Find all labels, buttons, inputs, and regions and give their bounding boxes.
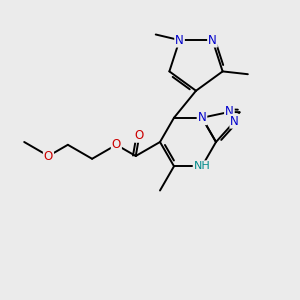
Text: N: N <box>208 34 217 46</box>
Text: N: N <box>198 111 206 124</box>
Text: N: N <box>230 115 239 128</box>
Text: O: O <box>112 138 121 151</box>
Text: N: N <box>225 105 234 119</box>
Text: N: N <box>175 34 184 46</box>
Text: O: O <box>135 129 144 142</box>
Text: NH: NH <box>194 161 210 171</box>
Text: O: O <box>44 149 53 163</box>
